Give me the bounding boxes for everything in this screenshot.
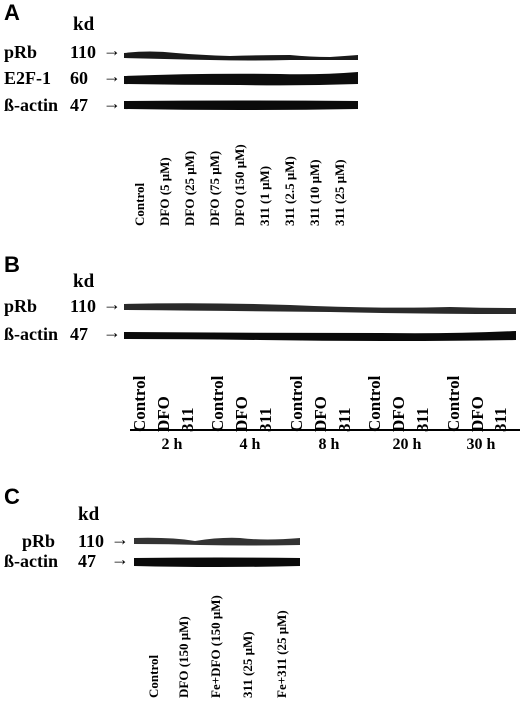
panel-a-row-actin-kd: 47 — [70, 95, 88, 115]
panel-b-4h-dfo: DFO — [232, 396, 251, 432]
panel-b-8h-control: Control — [287, 375, 306, 432]
panel-a-lane-9: 311 (25 μM) — [332, 159, 347, 226]
panel-c-row-actin-arrow: → — [111, 549, 129, 569]
panel-b-4h-control: Control — [208, 375, 227, 432]
panel-c-prb-band — [134, 537, 300, 546]
panel-a-row-prb-kd: 110 — [70, 42, 97, 62]
panel-a-row-prb-name: pRb — [4, 42, 38, 62]
panel-c-row-prb-name: pRb — [22, 531, 56, 551]
panel-a-lane-7: 311 (2.5 μM) — [282, 156, 297, 226]
panel-a-letter: A — [4, 0, 20, 25]
panel-a-lane-1: Control — [132, 182, 147, 226]
panel-c-lane-5: Fe+311 (25 μM) — [274, 610, 289, 698]
panel-a-lane-5: DFO (150 μM) — [232, 144, 247, 226]
panel-a-kd-label: kd — [73, 14, 95, 35]
panel-b-row-actin-name: ß-actin — [4, 324, 58, 344]
panel-b-timepoint-line — [130, 429, 520, 431]
panel-a-actin-band — [124, 100, 358, 110]
panel-b-tp-20h: 20 h — [392, 436, 422, 453]
panel-c-row-actin-name: ß-actin — [4, 551, 58, 571]
panel-a-lane-6: 311 (1 μM) — [257, 165, 272, 226]
panel-c-row-prb-arrow: → — [111, 529, 129, 549]
panel-c-lane-1: Control — [146, 654, 161, 698]
panel-b-8h-dfo: DFO — [311, 396, 330, 432]
panel-b-tp-8h: 8 h — [318, 436, 340, 453]
panel-b-letter: B — [4, 252, 20, 277]
panel-b-kd-label: kd — [73, 271, 95, 292]
panel-b-tp-2h: 2 h — [161, 436, 183, 453]
panel-b-20h-control: Control — [365, 375, 384, 432]
panel-b-2h-control: Control — [130, 375, 149, 432]
panel-b-30h-control: Control — [444, 375, 463, 432]
panel-a-row-actin-arrow: → — [103, 93, 121, 113]
panel-b-20h-dfo: DFO — [389, 396, 408, 432]
panel-a-row-e2f1-kd: 60 — [70, 68, 88, 88]
panel-a-row-e2f1-arrow: → — [103, 66, 121, 86]
panel-c-letter: C — [4, 484, 20, 509]
panel-b-row-actin-kd: 47 — [70, 324, 88, 344]
panel-b-row-actin-arrow: → — [103, 322, 121, 342]
panel-a-lane-3: DFO (25 μM) — [182, 150, 197, 226]
panel-c-row-actin-kd: 47 — [78, 551, 96, 571]
panel-b-row-prb-kd: 110 — [70, 296, 97, 316]
panel-b-tp-4h: 4 h — [239, 436, 261, 453]
panel-c-lane-3: Fe+DFO (150 μM) — [208, 595, 223, 698]
panel-a-lane-4: DFO (75 μM) — [207, 150, 222, 226]
panel-a-e2f1-band — [124, 72, 358, 86]
panel-c-lane-4: 311 (25 μM) — [240, 631, 255, 698]
panel-b-prb-band — [124, 303, 516, 314]
panel-a-prb-band — [124, 51, 358, 61]
panel-c-lane-2: DFO (150 μM) — [176, 616, 191, 698]
panel-b-2h-dfo: DFO — [154, 396, 173, 432]
panel-a-lane-2: DFO (5 μM) — [157, 157, 172, 226]
panel-c-row-prb-kd: 110 — [78, 531, 105, 551]
panel-b-30h-dfo: DFO — [468, 396, 487, 432]
panel-b-tp-30h: 30 h — [466, 436, 496, 453]
panel-a-row-actin-name: ß-actin — [4, 95, 58, 115]
panel-b-row-prb-name: pRb — [4, 296, 38, 316]
panel-c-kd-label: kd — [78, 504, 100, 525]
panel-a-row-e2f1-name: E2F-1 — [4, 68, 51, 88]
panel-b-actin-band — [124, 331, 516, 341]
panel-a-lane-8: 311 (10 μM) — [307, 159, 322, 226]
panel-c-actin-band — [134, 557, 300, 567]
panel-a-row-prb-arrow: → — [103, 40, 121, 60]
panel-b-row-prb-arrow: → — [103, 294, 121, 314]
